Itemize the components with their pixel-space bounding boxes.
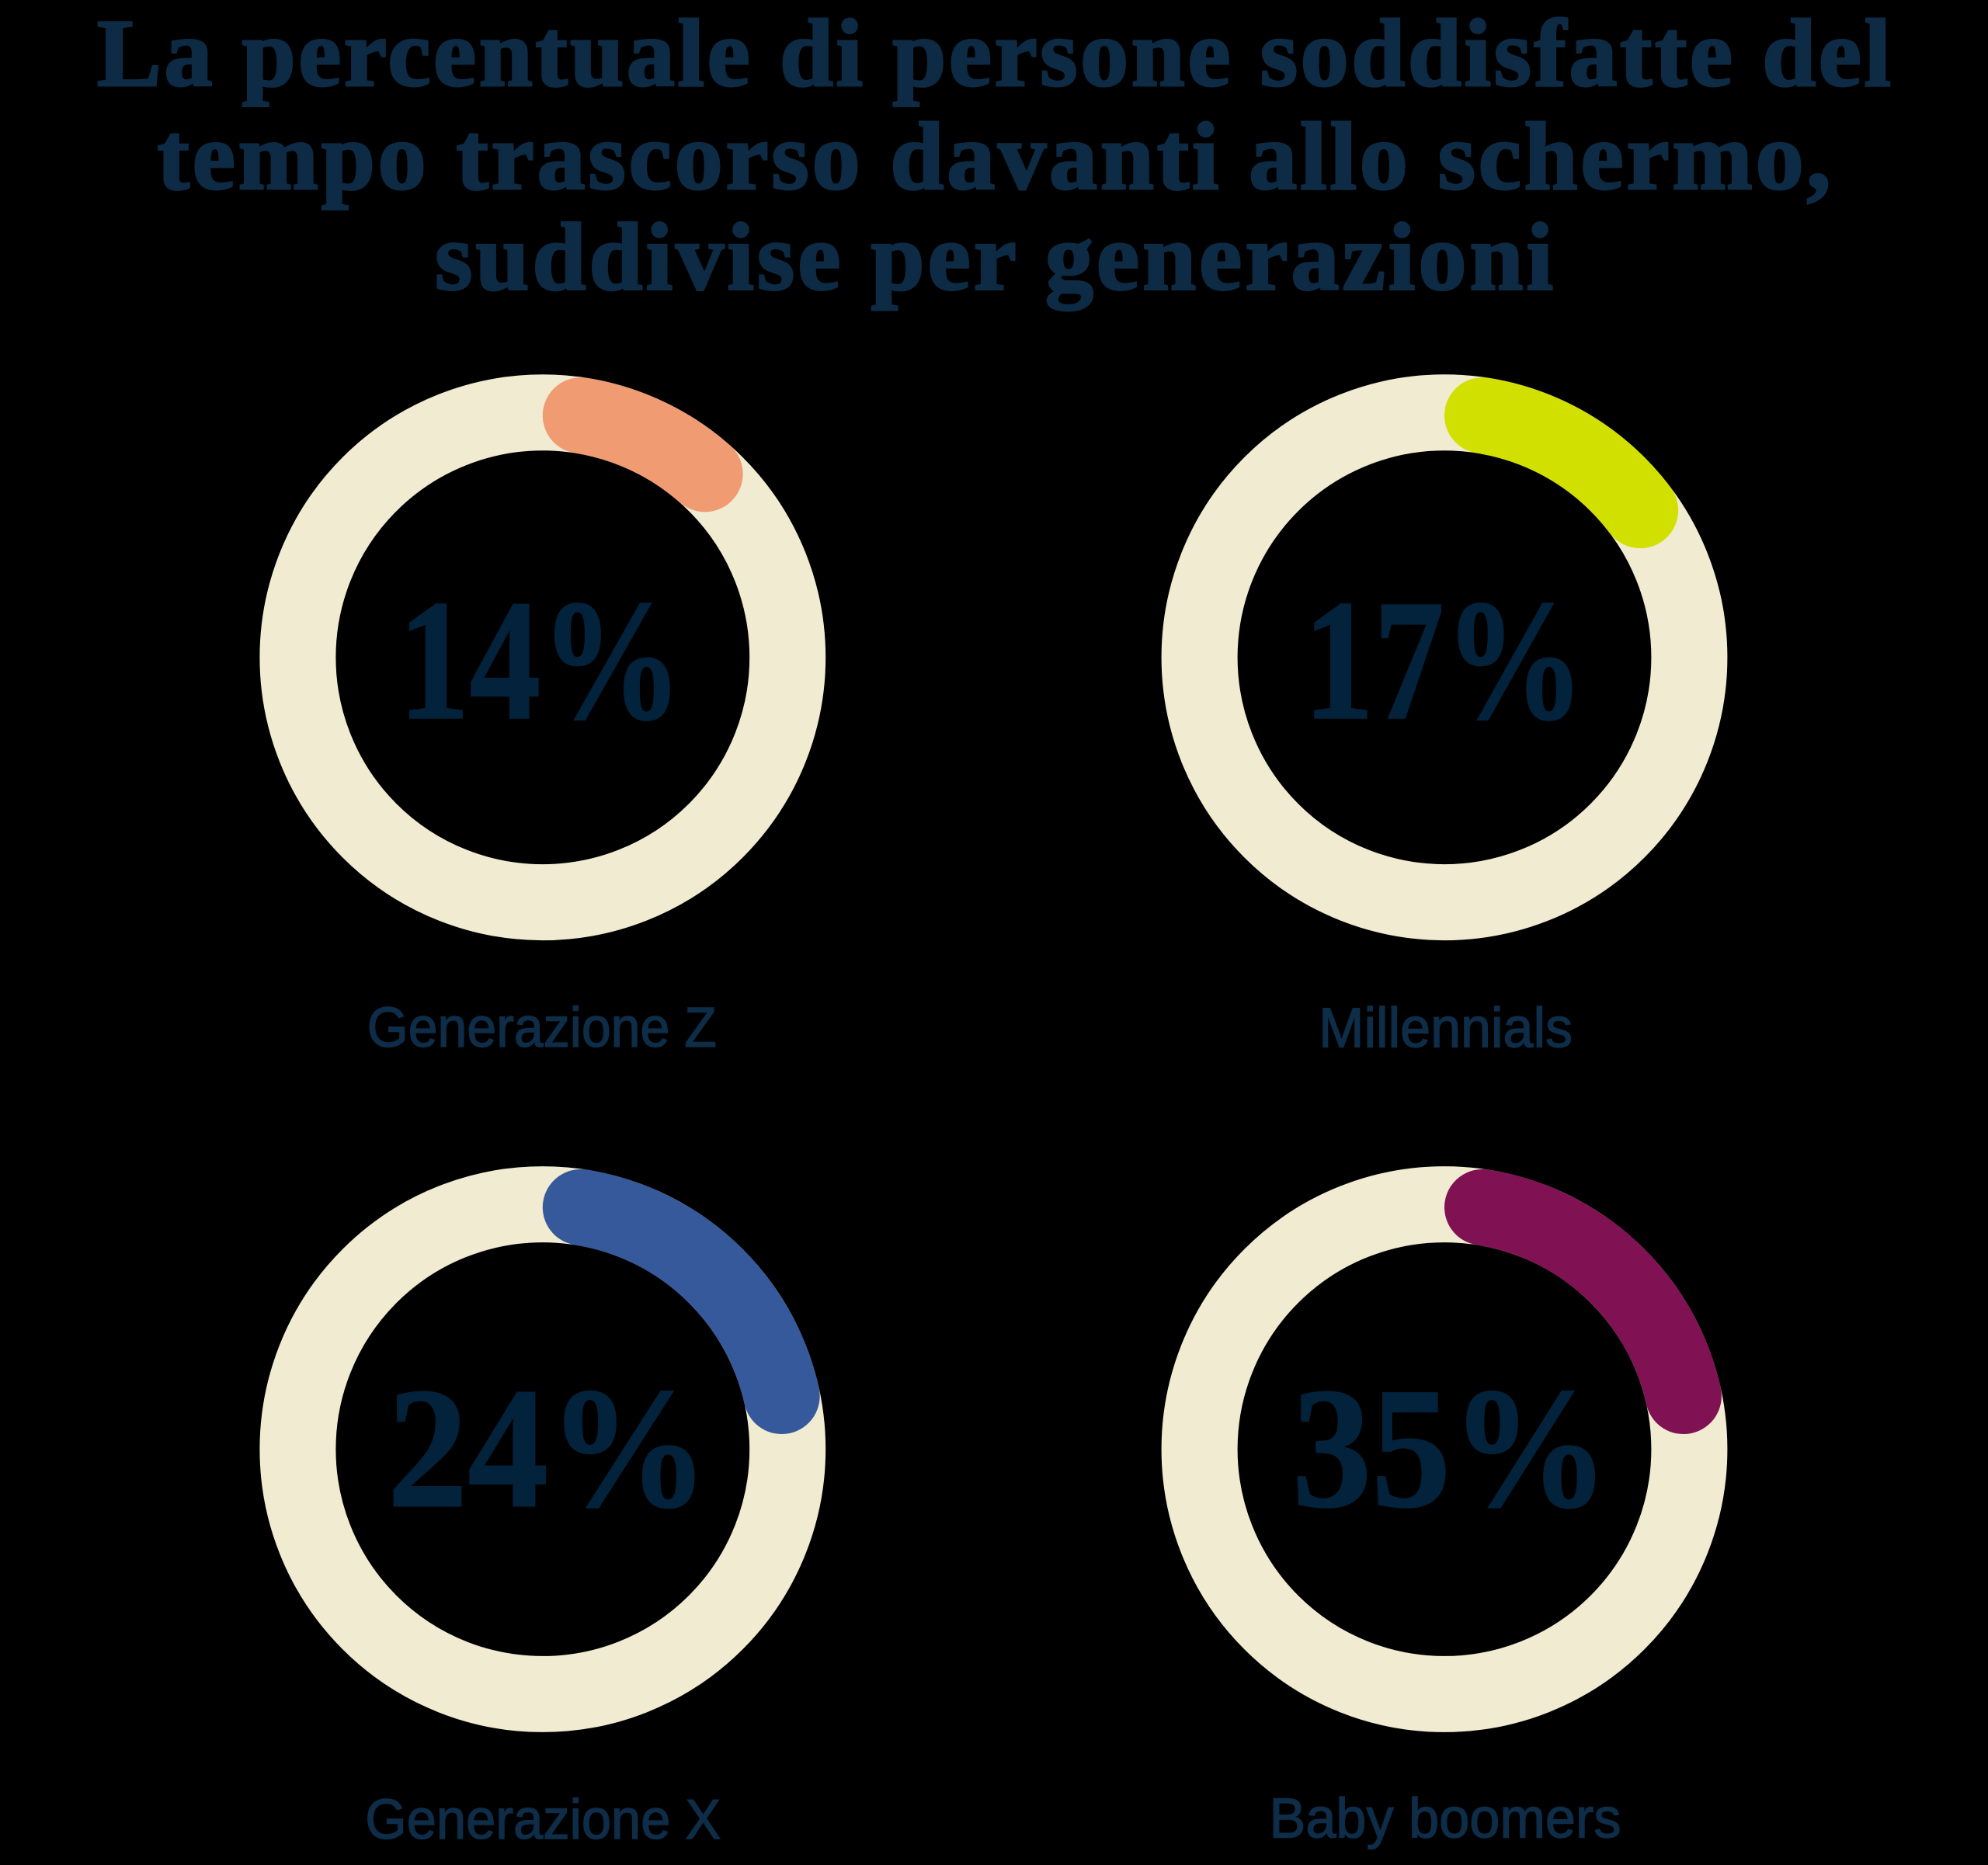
svg-text:Baby boomers: Baby boomers bbox=[1270, 1788, 1621, 1850]
svg-text:tempo trascorso davanti allo s: tempo trascorso davanti allo schermo, bbox=[158, 103, 1831, 210]
svg-text:La percentuale di persone sodd: La percentuale di persone soddisfatte de… bbox=[97, 0, 1891, 106]
svg-text:35%: 35% bbox=[1292, 1353, 1609, 1544]
svg-text:Generazione Z: Generazione Z bbox=[367, 997, 717, 1059]
svg-text:Generazione X: Generazione X bbox=[365, 1789, 721, 1851]
svg-text:14%: 14% bbox=[398, 565, 683, 756]
svg-text:suddivise per generazioni: suddivise per generazioni bbox=[435, 204, 1553, 311]
svg-text:17%: 17% bbox=[1304, 565, 1585, 756]
svg-text:Millennials: Millennials bbox=[1319, 997, 1573, 1059]
svg-text:24%: 24% bbox=[388, 1353, 709, 1544]
